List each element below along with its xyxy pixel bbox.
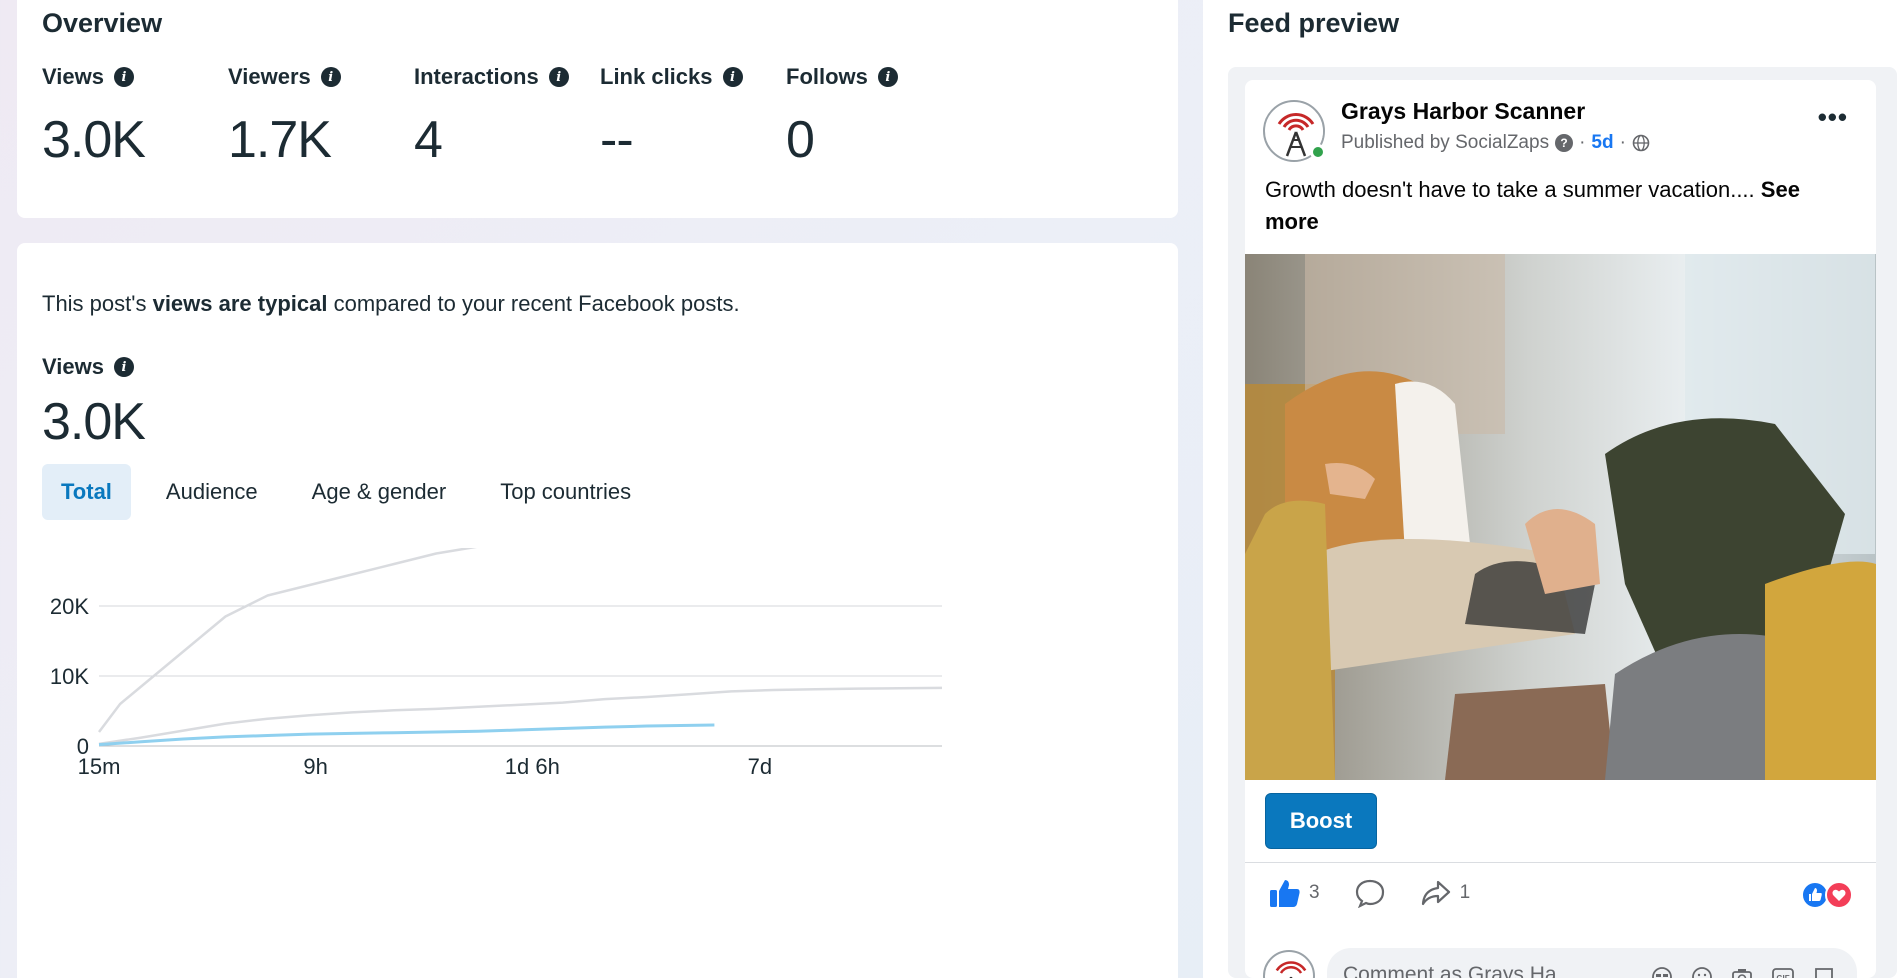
metric-label: Views [42,64,104,89]
page-name[interactable]: Grays Harbor Scanner [1341,98,1586,124]
radio-tower-logo-icon [1269,106,1323,160]
post-card: Grays Harbor Scanner Published by Social… [1245,80,1876,978]
reaction-summary[interactable] [1800,880,1856,910]
y-tick-label: 10K [50,664,89,689]
published-by: Published by SocialZaps [1341,132,1550,153]
metric-views: Views i 3.0K [42,64,262,170]
post-meta: Published by SocialZaps ? · 5d · [1341,132,1650,154]
overview-card: Overview Views i 3.0K Viewers i 1.7K Int… [17,0,1178,218]
metric-label: Interactions [414,64,539,89]
y-tick-label: 0 [77,734,89,759]
info-icon[interactable]: i [113,357,134,377]
radio-tower-logo-icon [1275,961,1307,978]
like-count: 3 [1309,882,1320,903]
info-icon[interactable]: i [320,67,341,87]
comment-input[interactable]: Comment as Grays Ha... GIF [1327,948,1857,978]
comment-placeholder: Comment as Grays Ha... [1343,963,1575,978]
question-icon[interactable]: ? [1555,134,1574,152]
boost-button[interactable]: Boost [1265,793,1377,849]
post-image[interactable] [1245,254,1876,780]
overview-title: Overview [42,8,163,38]
metric-follows: Follows i 0 [786,64,1006,170]
views-tabs: Total Audience Age & gender Top countrie… [42,464,666,520]
thumbs-up-icon [1270,880,1300,907]
avatar-sticker-icon[interactable] [1651,966,1673,978]
metric-value: 0 [786,111,815,169]
comment-button[interactable] [1354,878,1386,908]
like-love-reactions-icon [1801,881,1853,909]
metric-link-clicks: Link clicks i -- [600,64,820,170]
sticker-icon[interactable] [1813,966,1835,978]
gif-icon[interactable]: GIF [1771,966,1795,978]
comment-row: Comment as Grays Ha... GIF [1245,940,1876,978]
emoji-icon[interactable] [1691,966,1713,978]
metric-value: -- [600,111,634,169]
x-tick-label: 15m [78,754,121,779]
more-options-icon[interactable]: ••• [1817,102,1848,132]
tab-audience[interactable]: Audience [165,479,258,504]
share-button[interactable]: 1 [1420,878,1471,908]
typical-statement: This post's views are typical compared t… [42,291,740,316]
info-icon[interactable]: i [548,67,569,87]
tab-age-gender[interactable]: Age & gender [311,479,447,504]
page-avatar[interactable] [1263,100,1325,162]
y-tick-label: 30K [50,548,89,549]
see-more-link[interactable]: See more [1265,177,1800,234]
commenter-avatar [1263,950,1315,978]
camera-icon[interactable] [1731,966,1753,978]
x-tick-label: 9h [303,754,327,779]
views-value: 3.0K [42,393,146,451]
globe-icon [1632,134,1650,152]
series-line-1 [98,686,943,746]
metric-label: Viewers [228,64,311,89]
views-card: This post's views are typical compared t… [17,243,1178,978]
y-tick-label: 20K [50,594,89,619]
divider [1245,862,1876,863]
info-icon[interactable]: i [722,67,743,87]
metric-value: 4 [414,111,443,169]
online-status-dot [1310,144,1326,160]
tab-total[interactable]: Total [42,464,131,520]
metric-value: 1.7K [228,111,332,169]
like-button[interactable]: 3 [1269,878,1320,908]
series-line-2 [98,723,715,747]
info-icon[interactable]: i [113,67,134,87]
tab-top-countries[interactable]: Top countries [500,479,632,504]
post-age[interactable]: 5d [1591,132,1614,153]
comment-tools: GIF [1651,966,1835,978]
x-tick-label: 1d 6h [505,754,560,779]
views-label: Views i [42,354,134,380]
info-icon[interactable]: i [877,67,898,87]
post-photo [1245,254,1876,780]
metric-label: Follows [786,64,868,89]
comment-icon [1355,879,1384,908]
metric-interactions: Interactions i 4 [414,64,634,170]
series-line-0 [98,548,477,733]
post-text: Growth doesn't have to take a summer vac… [1265,177,1800,234]
x-tick-label: 7d [748,754,772,779]
post-actions: 3 1 [1269,878,1504,908]
share-count: 1 [1459,882,1471,903]
metric-value: 3.0K [42,111,146,169]
metric-label: Link clicks [600,64,713,89]
metric-viewers: Viewers i 1.7K [228,64,448,170]
feed-preview-title: Feed preview [1228,8,1400,38]
svg-text:GIF: GIF [1776,974,1789,978]
share-icon [1421,880,1450,906]
